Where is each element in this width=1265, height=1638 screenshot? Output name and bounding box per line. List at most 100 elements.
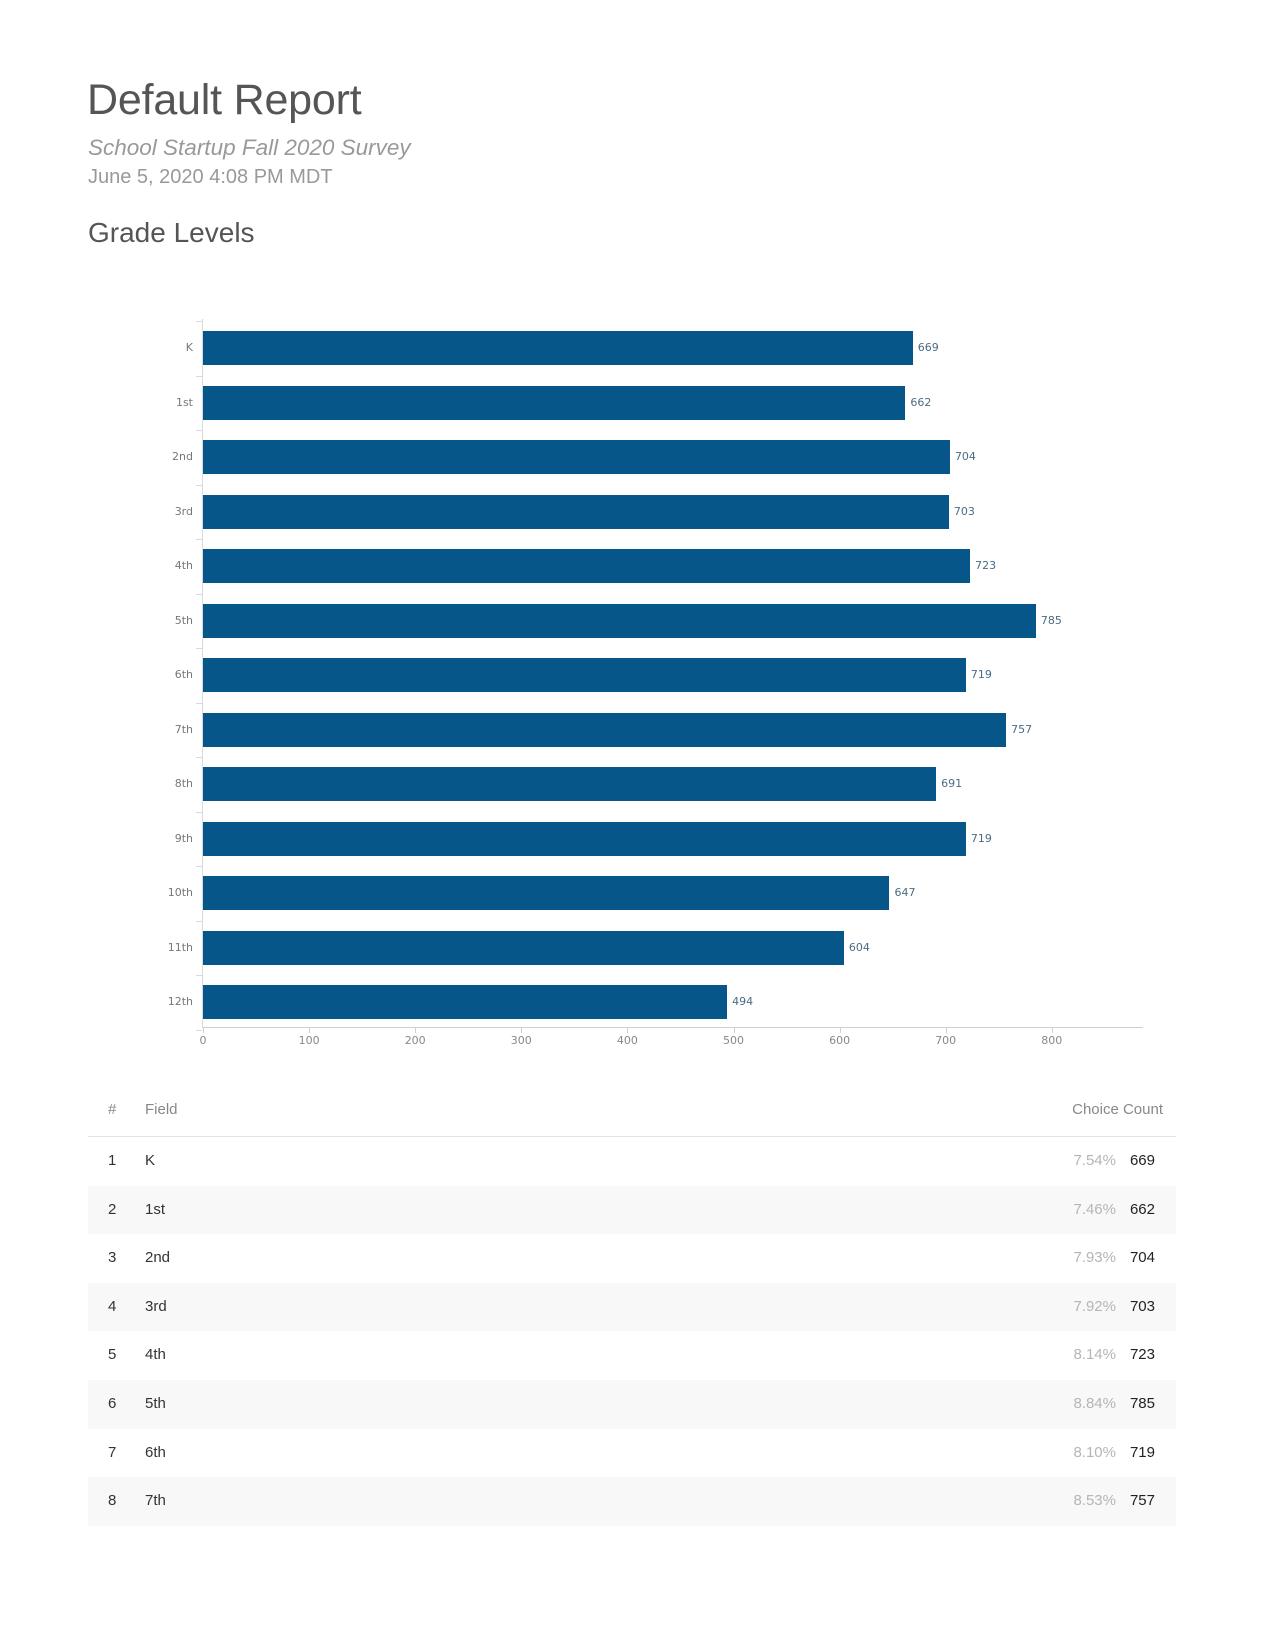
bar[interactable] <box>203 385 906 420</box>
bar[interactable] <box>203 658 966 692</box>
row-count: 719 <box>1129 1443 1155 1461</box>
row-number: 4 <box>108 1297 117 1315</box>
bar-row: 7th 757 <box>0 712 1265 747</box>
bar-value-label: 723 <box>975 559 997 572</box>
bar[interactable] <box>203 985 728 1019</box>
x-tick <box>309 1028 311 1033</box>
survey-name: School Startup Fall 2020 Survey <box>88 135 411 160</box>
row-field: 7th <box>145 1492 166 1510</box>
row-percent: 8.10% <box>1073 1443 1116 1461</box>
bar-value-label: 604 <box>848 940 870 954</box>
row-field: 5th <box>145 1394 166 1412</box>
x-tick <box>1051 1028 1053 1033</box>
y-tick <box>196 975 202 976</box>
bar[interactable] <box>203 821 966 856</box>
header-choice-count: Choice Count <box>1072 1101 1163 1118</box>
bar-value-label: 703 <box>953 504 975 518</box>
x-tick-label: 100 <box>298 1034 320 1047</box>
x-tick-label: 500 <box>723 1034 744 1047</box>
table-body: 1 K 7.54% 669 2 1st 7.46% 662 3 2nd 7.93% 704 4 3rd 7.… <box>88 1137 1176 1526</box>
table-row: 5 4th 8.14% 723 <box>88 1331 1176 1380</box>
row-count: 785 <box>1129 1394 1155 1412</box>
y-tick <box>196 757 202 758</box>
bar[interactable] <box>203 930 844 965</box>
category-label: 5th <box>174 613 193 627</box>
bar-row: 4th 723 <box>0 549 1265 583</box>
row-count: 662 <box>1129 1200 1155 1218</box>
bar-row: 10th 647 <box>0 876 1265 910</box>
bar[interactable] <box>203 549 971 583</box>
y-tick <box>196 920 202 922</box>
bar-row: 1st 662 <box>0 385 1265 420</box>
row-number: 3 <box>108 1249 117 1267</box>
category-label: 4th <box>174 559 193 572</box>
row-count: 757 <box>1129 1492 1155 1510</box>
row-percent: 7.93% <box>1073 1249 1116 1267</box>
category-label: 9th <box>174 831 193 845</box>
x-tick-label: 400 <box>616 1034 638 1047</box>
row-number: 1 <box>108 1152 117 1169</box>
row-number: 5 <box>108 1346 117 1364</box>
table-row: 8 7th 8.53% 757 <box>88 1477 1176 1526</box>
y-tick <box>196 321 202 322</box>
x-tick-label: 200 <box>404 1034 426 1047</box>
bar[interactable] <box>203 494 949 529</box>
bar-row: 8th 691 <box>0 767 1265 801</box>
y-axis <box>202 319 203 1028</box>
row-number: 6 <box>108 1394 117 1412</box>
bar-value-label: 757 <box>1011 722 1033 736</box>
y-tick <box>196 648 202 649</box>
x-tick <box>203 1028 204 1033</box>
y-tick <box>196 375 202 377</box>
category-label: 7th <box>174 722 193 736</box>
bar[interactable] <box>203 876 890 910</box>
grade-levels-bar-chart: 0 100 200 300 400 500 600 700 800 K 669 1st 662 2nd 70… <box>0 319 1265 1047</box>
bar[interactable] <box>203 712 1007 747</box>
bar-value-label: 719 <box>970 668 992 681</box>
bar-value-label: 719 <box>970 831 992 845</box>
x-tick-label: 800 <box>1041 1034 1063 1047</box>
x-tick <box>627 1028 629 1033</box>
bar-value-label: 662 <box>910 395 932 409</box>
bar-value-label: 647 <box>894 886 916 899</box>
row-field: 6th <box>145 1443 166 1461</box>
bar-row: K 669 <box>0 331 1265 365</box>
row-count: 703 <box>1129 1297 1155 1315</box>
row-count: 704 <box>1129 1249 1155 1267</box>
category-label: 11th <box>167 940 193 954</box>
bar[interactable] <box>203 767 937 801</box>
y-tick <box>196 539 202 540</box>
table-row: 7 6th 8.10% 719 <box>88 1429 1176 1478</box>
row-field: 4th <box>145 1346 166 1364</box>
row-percent: 7.46% <box>1073 1200 1116 1218</box>
report-title: Default Report <box>87 76 362 124</box>
x-tick <box>415 1028 417 1033</box>
bar-value-label: 669 <box>917 341 939 354</box>
row-number: 8 <box>108 1492 117 1510</box>
x-axis <box>202 1027 1143 1028</box>
category-label: 1st <box>175 395 193 409</box>
category-label: 12th <box>167 995 193 1008</box>
bar[interactable] <box>203 603 1036 638</box>
row-percent: 7.92% <box>1073 1297 1116 1315</box>
choice-count-table: # Field Choice Count 1 K 7.54% 669 2 1st 7.46%… <box>88 1090 1176 1526</box>
row-field: 3rd <box>145 1297 167 1315</box>
row-percent: 7.54% <box>1073 1152 1116 1169</box>
table-row: 6 5th 8.84% 785 <box>88 1379 1176 1429</box>
bar[interactable] <box>203 331 913 365</box>
y-tick <box>196 811 202 813</box>
x-tick-label: 700 <box>935 1034 957 1047</box>
bar-row: 12th 494 <box>0 985 1265 1019</box>
x-tick <box>839 1028 841 1033</box>
y-tick <box>196 1029 202 1031</box>
row-count: 723 <box>1129 1346 1155 1364</box>
bar-row: 3rd 703 <box>0 494 1265 529</box>
table-row: 1 K 7.54% 669 <box>88 1137 1176 1186</box>
y-tick <box>196 702 202 704</box>
bar-value-label: 704 <box>954 450 976 463</box>
bar-row: 5th 785 <box>0 603 1265 638</box>
bar-row: 11th 604 <box>0 930 1265 965</box>
bar[interactable] <box>203 440 950 474</box>
category-label: K <box>185 341 193 354</box>
row-number: 2 <box>108 1200 117 1218</box>
